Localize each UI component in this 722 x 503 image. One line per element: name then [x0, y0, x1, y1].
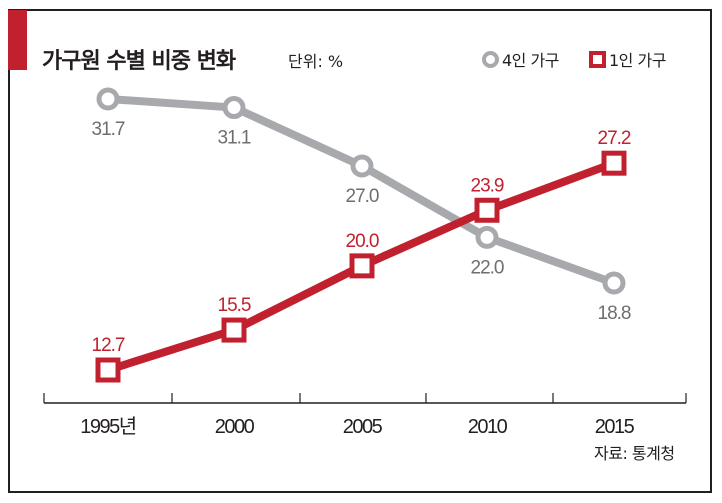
- data-point-1-person: [474, 197, 500, 223]
- x-tick-label: 2010: [468, 416, 508, 438]
- legend-label-4-person: 4인 가구: [502, 51, 559, 70]
- data-label-4-person: 31.1: [218, 128, 251, 149]
- x-tick-label: 2005: [343, 416, 383, 438]
- legend-item-1-person: 1인 가구: [589, 48, 666, 70]
- legend-label-1-person: 1인 가구: [609, 51, 666, 70]
- x-axis: 1995년 2000 2005 2010 2015: [43, 393, 687, 438]
- data-label-1-person: 27.2: [598, 128, 631, 149]
- data-label-4-person: 31.7: [92, 119, 125, 140]
- data-point-1-person: [221, 317, 247, 343]
- chart-frame: [8, 9, 712, 493]
- data-point-4-person: [96, 87, 120, 111]
- circle-marker-icon: [482, 50, 499, 68]
- data-label-1-person: 20.0: [346, 231, 379, 252]
- x-tick-label: 2015: [595, 416, 635, 438]
- data-point-1-person: [349, 253, 375, 279]
- x-tick-label: 1995년: [80, 415, 135, 438]
- data-label-1-person: 15.5: [218, 295, 251, 316]
- data-point-4-person: [475, 225, 499, 249]
- square-marker-icon: [589, 50, 606, 68]
- x-tick-label: 2000: [215, 416, 255, 438]
- data-labels: 31.7 31.1 27.0 22.0 18.8 12.7 15.5 20.0 23.9 27.2: [92, 119, 632, 356]
- data-point-4-person: [222, 96, 246, 120]
- data-point-4-person: [602, 271, 626, 295]
- chart-title: 가구원 수별 비중 변화: [42, 49, 236, 74]
- data-point-1-person: [601, 150, 627, 176]
- source-note: 자료: 통계청: [594, 444, 675, 463]
- data-label-4-person: 18.8: [598, 303, 631, 324]
- series-markers: [95, 87, 627, 383]
- data-label-4-person: 22.0: [471, 257, 504, 278]
- data-label-4-person: 27.0: [346, 186, 379, 207]
- data-point-4-person: [350, 154, 374, 178]
- legend-item-4-person: 4인 가구: [482, 48, 559, 70]
- data-label-1-person: 12.7: [92, 335, 125, 356]
- data-point-1-person: [95, 357, 121, 383]
- data-label-1-person: 23.9: [471, 175, 504, 196]
- title-accent-bar: [8, 10, 27, 70]
- unit-label: 단위: %: [288, 52, 344, 71]
